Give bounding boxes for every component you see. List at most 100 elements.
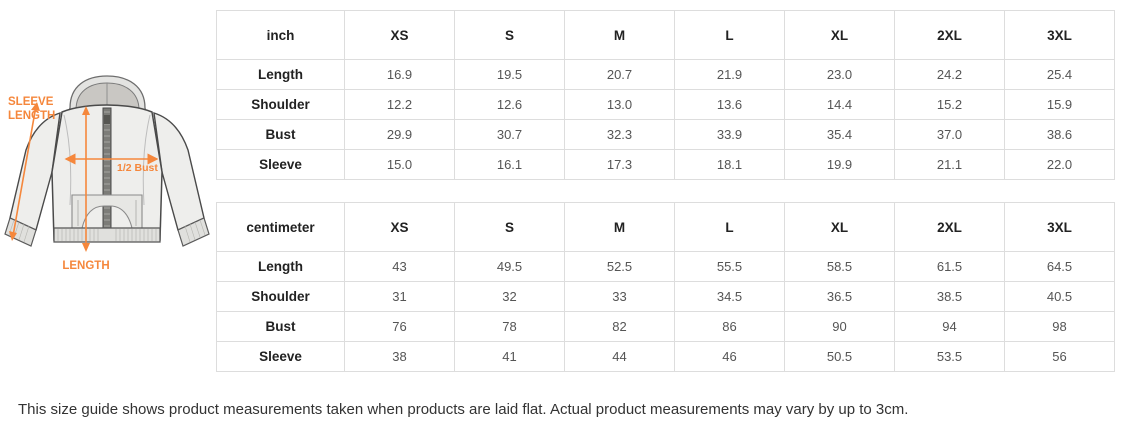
- cell-value: 43: [344, 251, 455, 282]
- size-header-xl: XL: [784, 202, 895, 252]
- table-row: Length 16.9 19.5 20.7 21.9 23.0 24.2 25.…: [216, 59, 1115, 90]
- cell-value: 15.2: [894, 89, 1005, 120]
- cell-value: 18.1: [674, 149, 785, 180]
- cell-value: 30.7: [454, 119, 565, 150]
- inch-size-table-container: inch XS S M L XL 2XL 3XL Length 16.9 19.…: [216, 10, 1115, 180]
- size-header-m: M: [564, 10, 675, 60]
- cell-value: 78: [454, 311, 565, 342]
- size-header-3xl: 3XL: [1004, 10, 1115, 60]
- hoodie-illustration: 1/2 Bust LENGTH SLEEVE LENGTH: [0, 60, 215, 300]
- cell-value: 29.9: [344, 119, 455, 150]
- measurement-annotations: 1/2 Bust LENGTH SLEEVE LENGTH: [8, 96, 159, 272]
- size-header-xs: XS: [344, 10, 455, 60]
- half-bust-label: 1/2 Bust: [117, 162, 158, 174]
- cell-value: 58.5: [784, 251, 895, 282]
- cell-value: 35.4: [784, 119, 895, 150]
- table-row: Sleeve 38 41 44 46 50.5 53.5 56: [216, 341, 1115, 372]
- size-header-3xl: 3XL: [1004, 202, 1115, 252]
- sleeve-length-label-line1: SLEEVE: [8, 96, 54, 108]
- cell-value: 23.0: [784, 59, 895, 90]
- centimeter-size-table: centimeter XS S M L XL 2XL 3XL Length 43…: [216, 202, 1115, 372]
- size-header-s: S: [454, 202, 565, 252]
- cell-value: 13.0: [564, 89, 675, 120]
- cell-value: 98: [1004, 311, 1115, 342]
- cell-value: 14.4: [784, 89, 895, 120]
- cell-value: 49.5: [454, 251, 565, 282]
- cell-value: 33: [564, 281, 675, 312]
- cell-value: 61.5: [894, 251, 1005, 282]
- cell-value: 90: [784, 311, 895, 342]
- cell-value: 24.2: [894, 59, 1005, 90]
- cell-value: 13.6: [674, 89, 785, 120]
- cell-value: 82: [564, 311, 675, 342]
- cell-value: 53.5: [894, 341, 1005, 372]
- cell-value: 64.5: [1004, 251, 1115, 282]
- cell-value: 76: [344, 311, 455, 342]
- cell-value: 94: [894, 311, 1005, 342]
- cell-value: 52.5: [564, 251, 675, 282]
- cell-value: 12.6: [454, 89, 565, 120]
- row-label-sleeve: Sleeve: [216, 149, 345, 180]
- table-row: Shoulder 31 32 33 34.5 36.5 38.5 40.5: [216, 281, 1115, 312]
- size-guide-disclaimer: This size guide shows product measuremen…: [18, 401, 909, 418]
- cell-value: 15.9: [1004, 89, 1115, 120]
- cell-value: 20.7: [564, 59, 675, 90]
- cell-value: 34.5: [674, 281, 785, 312]
- cell-value: 46: [674, 341, 785, 372]
- cell-value: 86: [674, 311, 785, 342]
- centimeter-size-table-container: centimeter XS S M L XL 2XL 3XL Length 43…: [216, 202, 1115, 372]
- size-header-l: L: [674, 202, 785, 252]
- table-header-row: centimeter XS S M L XL 2XL 3XL: [216, 202, 1115, 252]
- cell-value: 41: [454, 341, 565, 372]
- cell-value: 19.5: [454, 59, 565, 90]
- size-header-xl: XL: [784, 10, 895, 60]
- row-label-length: Length: [216, 251, 345, 282]
- cell-value: 40.5: [1004, 281, 1115, 312]
- cell-value: 50.5: [784, 341, 895, 372]
- cell-value: 37.0: [894, 119, 1005, 150]
- cell-value: 15.0: [344, 149, 455, 180]
- cell-value: 32.3: [564, 119, 675, 150]
- cell-value: 38: [344, 341, 455, 372]
- size-header-2xl: 2XL: [894, 202, 1005, 252]
- unit-header-inch: inch: [216, 10, 345, 60]
- cell-value: 31: [344, 281, 455, 312]
- row-label-shoulder: Shoulder: [216, 89, 345, 120]
- table-row: Length 43 49.5 52.5 55.5 58.5 61.5 64.5: [216, 251, 1115, 282]
- size-header-m: M: [564, 202, 675, 252]
- row-label-sleeve: Sleeve: [216, 341, 345, 372]
- table-row: Bust 76 78 82 86 90 94 98: [216, 311, 1115, 342]
- cell-value: 12.2: [344, 89, 455, 120]
- table-row: Shoulder 12.2 12.6 13.0 13.6 14.4 15.2 1…: [216, 89, 1115, 120]
- cell-value: 21.9: [674, 59, 785, 90]
- cell-value: 25.4: [1004, 59, 1115, 90]
- cell-value: 32: [454, 281, 565, 312]
- size-header-2xl: 2XL: [894, 10, 1005, 60]
- cell-value: 56: [1004, 341, 1115, 372]
- table-header-row: inch XS S M L XL 2XL 3XL: [216, 10, 1115, 60]
- table-row: Bust 29.9 30.7 32.3 33.9 35.4 37.0 38.6: [216, 119, 1115, 150]
- cell-value: 55.5: [674, 251, 785, 282]
- cell-value: 44: [564, 341, 675, 372]
- table-row: Sleeve 15.0 16.1 17.3 18.1 19.9 21.1 22.…: [216, 149, 1115, 180]
- inch-size-table: inch XS S M L XL 2XL 3XL Length 16.9 19.…: [216, 10, 1115, 180]
- size-header-s: S: [454, 10, 565, 60]
- cell-value: 33.9: [674, 119, 785, 150]
- row-label-length: Length: [216, 59, 345, 90]
- size-header-xs: XS: [344, 202, 455, 252]
- cell-value: 38.5: [894, 281, 1005, 312]
- cell-value: 19.9: [784, 149, 895, 180]
- row-label-bust: Bust: [216, 119, 345, 150]
- cell-value: 17.3: [564, 149, 675, 180]
- sleeve-length-label-line2: LENGTH: [8, 110, 55, 122]
- unit-header-centimeter: centimeter: [216, 202, 345, 252]
- cell-value: 21.1: [894, 149, 1005, 180]
- length-label: LENGTH: [62, 260, 109, 272]
- size-header-l: L: [674, 10, 785, 60]
- cell-value: 38.6: [1004, 119, 1115, 150]
- cell-value: 36.5: [784, 281, 895, 312]
- cell-value: 16.1: [454, 149, 565, 180]
- cell-value: 22.0: [1004, 149, 1115, 180]
- hoodie-body-shape: [4, 75, 210, 247]
